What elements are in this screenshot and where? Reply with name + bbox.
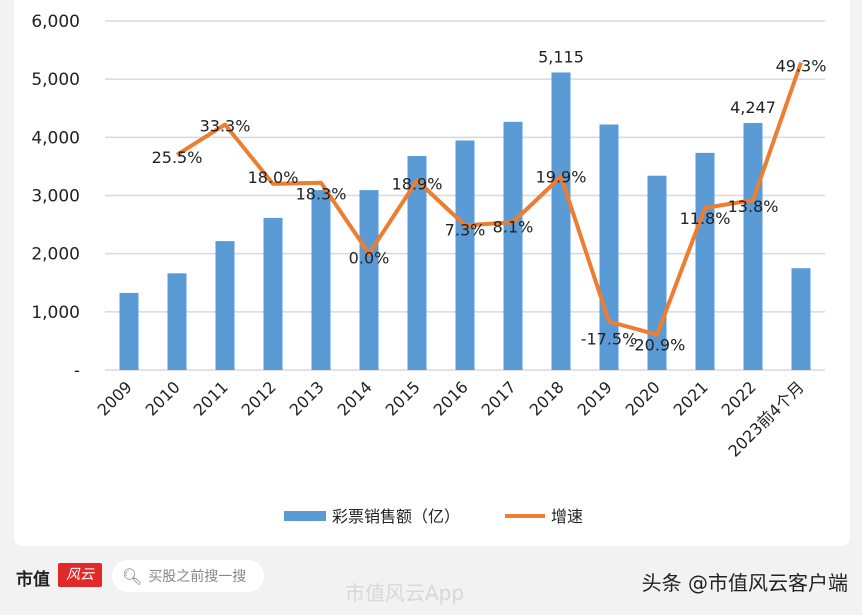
x-tick-label: 2021 (670, 377, 712, 419)
y-tick-label: 3,000 (31, 187, 80, 207)
line-data-label: 8.1% (493, 217, 534, 236)
bar (551, 72, 571, 370)
y-tick-label: 6,000 (31, 12, 80, 32)
bar (311, 190, 331, 370)
x-tick-label: 2016 (430, 377, 472, 419)
x-tick-label: 2013 (286, 377, 328, 419)
source-credit: 头条 @市值风云客户端 (641, 571, 848, 595)
watermark: 市值风云App (345, 581, 465, 605)
x-tick-label: 2009 (94, 377, 136, 419)
bar (167, 273, 187, 370)
bar (743, 122, 763, 371)
bar (215, 241, 235, 370)
bar (503, 121, 523, 371)
bar-data-label: 5,115 (538, 47, 584, 66)
line-data-label: 33.3% (200, 117, 251, 136)
x-tick-label: 2018 (526, 377, 568, 419)
line-data-label: 11.8% (680, 209, 731, 228)
x-tick-label: 2019 (574, 377, 616, 419)
legend-label-line: 增速 (551, 507, 583, 526)
line-data-label: 25.5% (152, 148, 203, 167)
y-tick-label: - (74, 361, 80, 381)
legend-swatch-bar (284, 511, 326, 521)
x-tick-label: 2014 (334, 377, 376, 419)
x-tick-label: 2020 (622, 377, 664, 419)
line-data-label: 49.3% (776, 56, 827, 75)
growth-line (175, 61, 803, 337)
y-tick-label: 2,000 (31, 245, 80, 265)
line-data-label: -20.9% (629, 336, 686, 355)
bar (263, 217, 283, 370)
search-box[interactable]: 🔍︎ 买股之前搜一搜 (112, 560, 264, 592)
line-data-label: 18.0% (248, 168, 299, 187)
bar (455, 140, 475, 370)
bar (695, 152, 715, 370)
bar (407, 156, 427, 370)
bar (119, 292, 139, 370)
bar-data-label: 4,247 (730, 98, 776, 117)
y-tick-label: 1,000 (31, 303, 80, 323)
line-data-label: 13.8% (728, 197, 779, 216)
x-tick-label: 2015 (382, 377, 424, 419)
legend-label-bar: 彩票销售额（亿） (332, 507, 460, 526)
line-data-label: 19.9% (536, 167, 587, 186)
footer-bar: 市值 风云 🔍︎ 买股之前搜一搜 市值风云App 头条 @市值风云客户端 (0, 555, 862, 605)
line-data-label: 18.9% (392, 174, 443, 193)
brand-logo: 风云 (58, 563, 102, 587)
line-data-label: 18.3% (296, 185, 347, 204)
x-tick-label: 2017 (478, 377, 520, 419)
bar (791, 268, 811, 370)
search-placeholder: 买股之前搜一搜 (148, 569, 247, 585)
x-tick-label: 2012 (238, 377, 280, 419)
search-icon: 🔍︎ (122, 566, 143, 586)
line-data-label: 7.3% (445, 220, 486, 239)
y-tick-label: 5,000 (31, 70, 80, 90)
y-tick-label: 4,000 (31, 128, 80, 148)
x-tick-label: 2011 (190, 377, 232, 419)
line-data-label: 0.0% (349, 249, 390, 268)
x-tick-label: 2010 (142, 377, 184, 419)
line-data-label: -17.5% (581, 330, 638, 349)
bar (359, 190, 379, 370)
x-tick-label: 2022 (718, 377, 760, 419)
brand-name: 市值 (16, 570, 50, 590)
